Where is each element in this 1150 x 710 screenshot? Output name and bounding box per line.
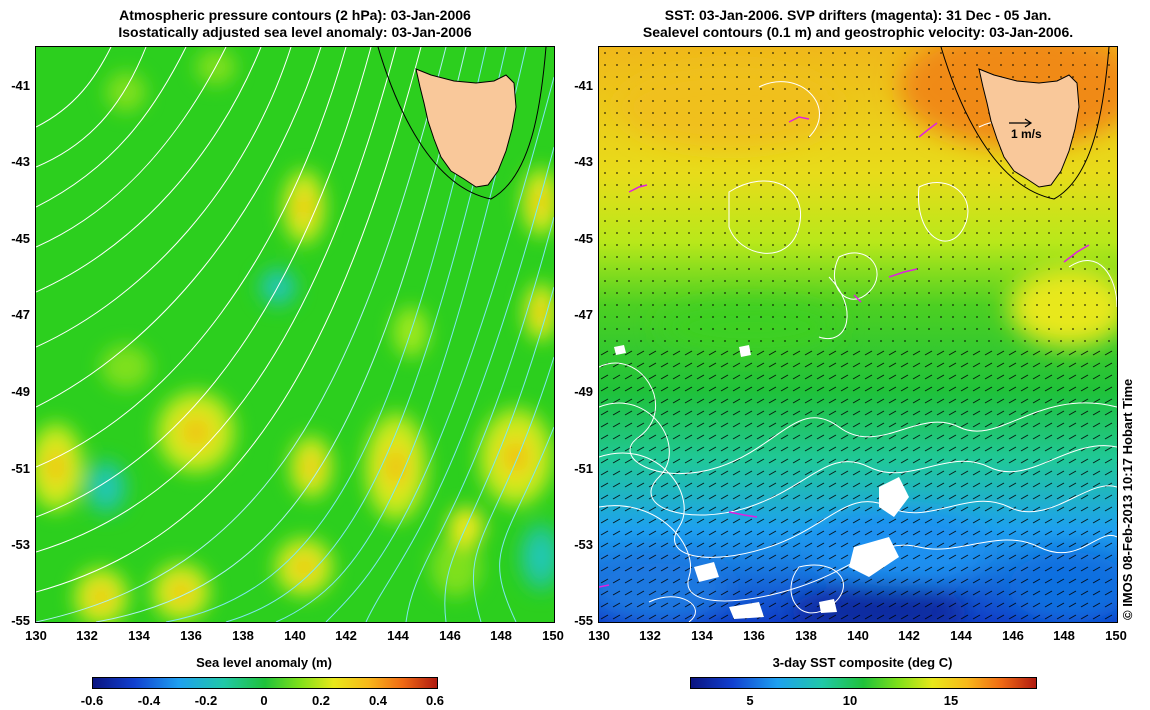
lat-tick: -55 [574,613,593,628]
right-title-line2: Sealevel contours (0.1 m) and geostrophi… [642,24,1074,40]
lon-tick: 144 [950,628,972,643]
lon-tick: 140 [284,628,306,643]
colorbar-tick: -0.4 [137,693,161,708]
lat-tick: -55 [11,613,30,628]
colorbar-tick: 0.4 [368,693,388,708]
imos-credit: © IMOS 08-Feb-2013 10:17 Hobart Time [1120,378,1135,620]
lon-tick: 146 [439,628,461,643]
sst-colorbar-title: 3-day SST composite (deg C) [772,655,953,670]
lon-tick: 136 [180,628,202,643]
lon-tick: 148 [490,628,512,643]
lat-tick: -53 [574,537,593,552]
sea-level-colorbar-title: Sea level anomaly (m) [196,655,332,670]
left-title-line1: Atmospheric pressure contours (2 hPa): 0… [119,7,471,23]
lon-tick: 150 [1105,628,1127,643]
velocity-scale-label: 1 m/s [1011,127,1042,141]
lon-tick: 144 [387,628,409,643]
left-title-line2: Isostatically adjusted sea level anomaly… [118,24,472,40]
lon-tick: 130 [588,628,610,643]
lat-tick: -41 [11,78,30,93]
sea-level-colorbar [92,677,438,689]
colorbar-tick: 5 [746,693,754,708]
lon-tick: 134 [128,628,150,643]
velocity-scale-arrow [1009,118,1033,128]
lon-tick: 130 [25,628,47,643]
lat-tick: -45 [574,231,593,246]
lon-tick: 134 [691,628,713,643]
sea-level-map-canvas [36,47,554,622]
tasmania-landmass [415,68,517,188]
tasmania-landmass-sst [978,68,1080,188]
lat-tick: -49 [11,384,30,399]
lon-tick: 138 [795,628,817,643]
lon-tick: 142 [335,628,357,643]
lon-tick: 146 [1002,628,1024,643]
sst-map-canvas [599,47,1117,622]
colorbar-tick: 10 [842,693,858,708]
pressure-contours [36,47,554,622]
lat-tick: -49 [574,384,593,399]
colorbar-tick: 15 [943,693,959,708]
colorbar-tick: -0.6 [80,693,104,708]
lon-tick: 136 [743,628,765,643]
lon-tick: 142 [898,628,920,643]
right-map-title: SST: 03-Jan-2006. SVP drifters (magenta)… [598,7,1118,41]
sst-colorbar [690,677,1037,689]
lat-tick: -41 [574,78,593,93]
lat-tick: -51 [574,461,593,476]
lon-tick: 138 [232,628,254,643]
lon-tick: 140 [847,628,869,643]
lat-tick: -43 [574,154,593,169]
colorbar-tick: 0.6 [425,693,445,708]
colorbar-tick: -0.2 [194,693,218,708]
lat-tick: -51 [11,461,30,476]
sea-level-anomaly-map[interactable] [35,46,555,623]
left-map-title: Atmospheric pressure contours (2 hPa): 0… [35,7,555,41]
cloud-mask [614,345,909,619]
lon-tick: 148 [1053,628,1075,643]
lat-tick: -45 [11,231,30,246]
lon-tick: 132 [639,628,661,643]
lat-tick: -47 [11,307,30,322]
sst-map[interactable]: 1 m/s [598,46,1118,623]
lat-tick: -47 [574,307,593,322]
colorbar-tick: 0.2 [311,693,331,708]
lat-tick: -43 [11,154,30,169]
colorbar-tick: 0 [260,693,268,708]
lon-tick: 132 [76,628,98,643]
lat-tick: -53 [11,537,30,552]
lon-tick: 150 [542,628,564,643]
svp-drifter-tracks [599,116,1090,588]
right-title-line1: SST: 03-Jan-2006. SVP drifters (magenta)… [664,7,1052,23]
